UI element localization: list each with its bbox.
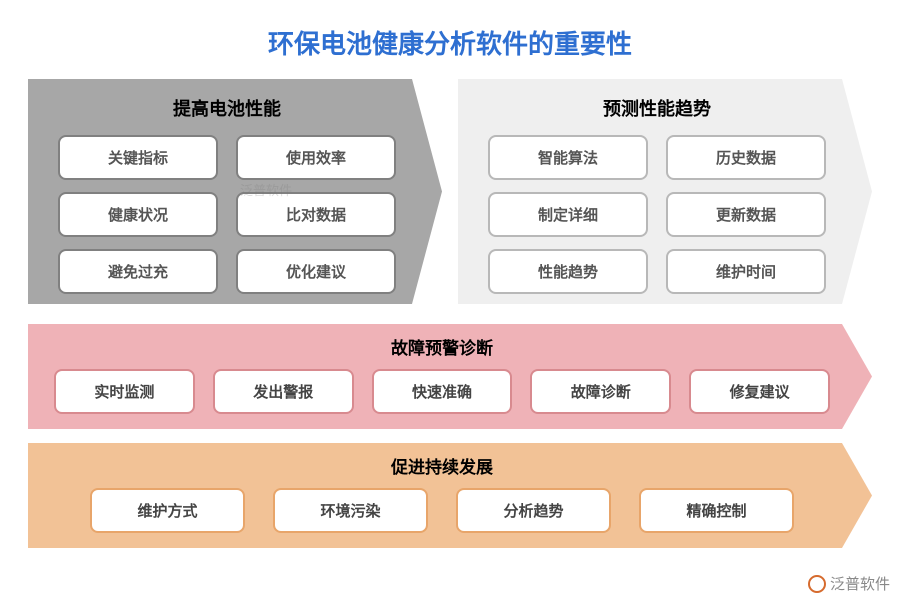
logo-icon [808, 575, 826, 593]
block-sustainability: 促进持续发展 维护方式 环境污染 分析趋势 精确控制 [28, 443, 872, 548]
block-title: 促进持续发展 [50, 453, 834, 478]
chip: 故障诊断 [530, 369, 671, 414]
chip: 关键指标 [58, 135, 218, 180]
chip: 精确控制 [639, 488, 794, 533]
block-prediction: 预测性能趋势 智能算法 历史数据 制定详细 更新数据 性能趋势 维护时间 [458, 79, 872, 304]
block-title: 提高电池性能 [50, 95, 404, 121]
chip: 智能算法 [488, 135, 648, 180]
block-performance: 提高电池性能 关键指标 使用效率 健康状况 比对数据 避免过充 优化建议 [28, 79, 442, 304]
chip: 优化建议 [236, 249, 396, 294]
chip: 快速准确 [372, 369, 513, 414]
block-diagnosis: 故障预警诊断 实时监测 发出警报 快速准确 故障诊断 修复建议 [28, 324, 872, 429]
faint-watermark: 泛普软件 [240, 180, 292, 199]
chip: 维护方式 [90, 488, 245, 533]
chip-row: 维护方式 环境污染 分析趋势 精确控制 [50, 488, 834, 533]
block-title: 预测性能趋势 [480, 95, 834, 121]
page-title: 环保电池健康分析软件的重要性 [0, 0, 900, 79]
diagram-container: 提高电池性能 关键指标 使用效率 健康状况 比对数据 避免过充 优化建议 预测性… [0, 79, 900, 548]
chip-grid: 关键指标 使用效率 健康状况 比对数据 避免过充 优化建议 [50, 135, 404, 294]
chip: 使用效率 [236, 135, 396, 180]
chip: 性能趋势 [488, 249, 648, 294]
chip-row: 实时监测 发出警报 快速准确 故障诊断 修复建议 [50, 369, 834, 414]
chip: 更新数据 [666, 192, 826, 237]
chip: 发出警报 [213, 369, 354, 414]
watermark: 泛普软件 [808, 573, 890, 594]
watermark-text: 泛普软件 [830, 573, 890, 594]
chip: 历史数据 [666, 135, 826, 180]
block-title: 故障预警诊断 [50, 334, 834, 359]
chip-grid: 智能算法 历史数据 制定详细 更新数据 性能趋势 维护时间 [480, 135, 834, 294]
chip: 避免过充 [58, 249, 218, 294]
top-row: 提高电池性能 关键指标 使用效率 健康状况 比对数据 避免过充 优化建议 预测性… [28, 79, 872, 304]
chip: 环境污染 [273, 488, 428, 533]
chip: 实时监测 [54, 369, 195, 414]
chip: 修复建议 [689, 369, 830, 414]
chip: 制定详细 [488, 192, 648, 237]
chip: 维护时间 [666, 249, 826, 294]
chip: 分析趋势 [456, 488, 611, 533]
chip: 健康状况 [58, 192, 218, 237]
